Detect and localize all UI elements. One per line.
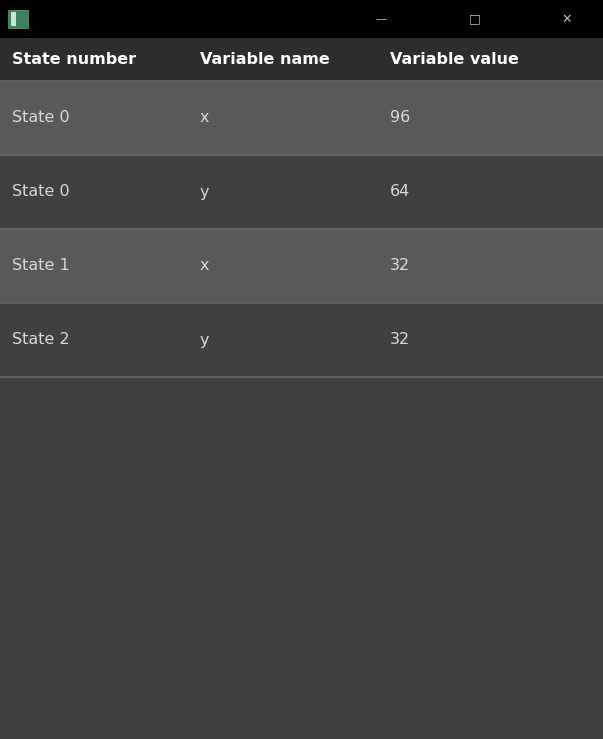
Bar [0, 156, 603, 228]
Bar [0, 376, 603, 378]
Text: x: x [200, 111, 209, 126]
Text: Variable name: Variable name [200, 52, 330, 67]
Bar [0, 0, 603, 38]
Text: y: y [200, 333, 209, 347]
Bar [8, 10, 28, 28]
Text: State 2: State 2 [12, 333, 69, 347]
Bar [0, 82, 603, 154]
Text: State 0: State 0 [12, 111, 69, 126]
Bar [11, 12, 16, 26]
Text: State 0: State 0 [12, 185, 69, 200]
Text: y: y [200, 185, 209, 200]
Bar [0, 230, 603, 302]
Text: State 1: State 1 [12, 259, 70, 273]
Text: ✕: ✕ [561, 13, 572, 26]
Bar [0, 38, 603, 80]
Text: —: — [376, 14, 387, 24]
Text: 96: 96 [390, 111, 410, 126]
Text: 32: 32 [390, 259, 410, 273]
Bar [0, 80, 603, 82]
Text: 64: 64 [390, 185, 410, 200]
Bar [0, 154, 603, 156]
Text: x: x [200, 259, 209, 273]
Text: Variable value: Variable value [390, 52, 519, 67]
Text: 32: 32 [390, 333, 410, 347]
Bar [0, 304, 603, 376]
Bar [0, 228, 603, 230]
Text: □: □ [469, 13, 481, 26]
Text: State number: State number [12, 52, 136, 67]
Bar [0, 378, 603, 739]
Bar [0, 302, 603, 304]
